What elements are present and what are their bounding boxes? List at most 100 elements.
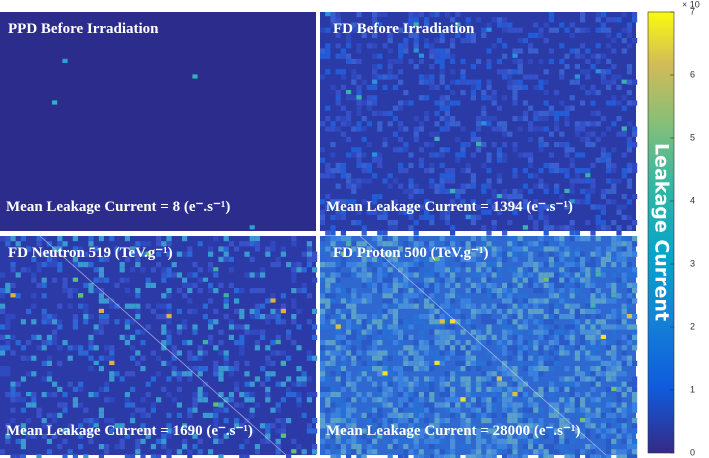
pixel — [564, 53, 570, 59]
pixel — [346, 288, 352, 294]
pixel — [569, 438, 575, 444]
pixel — [275, 438, 281, 444]
pixel — [93, 392, 99, 398]
pixel — [361, 397, 367, 403]
pixel — [130, 412, 136, 418]
pixel — [491, 17, 497, 23]
pixel — [320, 277, 326, 283]
pixel — [398, 334, 404, 340]
panel-title: PPD Before Irradiation — [8, 21, 159, 37]
pixel — [491, 272, 497, 278]
pixel — [366, 433, 372, 439]
pixel — [197, 397, 203, 403]
pixel — [57, 412, 63, 418]
pixel — [403, 38, 409, 44]
pixel — [507, 449, 513, 455]
pixel — [346, 402, 352, 408]
pixel — [543, 38, 549, 44]
pixel — [476, 126, 482, 132]
pixel — [507, 74, 513, 80]
pixel — [543, 220, 549, 226]
pixel — [439, 438, 445, 444]
pixel — [455, 79, 461, 85]
pixel — [306, 241, 312, 247]
colorbar-tick-label: 3 — [690, 258, 695, 268]
pixel — [223, 303, 229, 309]
pixel — [124, 288, 130, 294]
pixel — [234, 423, 240, 429]
pixel — [595, 267, 601, 273]
pixel — [67, 423, 73, 429]
pixel — [439, 105, 445, 111]
pixel — [10, 397, 16, 403]
pixel — [291, 272, 297, 278]
pixel — [528, 267, 534, 273]
pixel — [41, 236, 47, 242]
pixel — [424, 392, 430, 398]
pixel — [512, 376, 518, 382]
pixel — [223, 298, 229, 304]
pixel — [104, 381, 110, 387]
streak — [39, 235, 287, 456]
pixel — [0, 303, 6, 309]
pixel — [465, 340, 471, 346]
pixel — [361, 168, 367, 174]
pixel — [88, 282, 94, 288]
pixel — [413, 246, 419, 252]
pixel — [595, 428, 601, 434]
pixel — [580, 324, 586, 330]
pixel — [439, 32, 445, 38]
pixel — [512, 449, 518, 455]
panel-caption: Mean Leakage Current = 8 (e⁻.s⁻¹) — [6, 199, 230, 215]
pixel — [413, 444, 419, 450]
pixel — [502, 188, 508, 194]
pixel — [496, 152, 502, 158]
pixel — [260, 329, 266, 335]
pixel — [280, 397, 286, 403]
pixel — [522, 355, 528, 361]
pixel — [522, 110, 528, 116]
pixel — [93, 418, 99, 424]
pixel — [398, 282, 404, 288]
hot-pixel — [621, 79, 627, 84]
pixel — [460, 152, 466, 158]
pixel — [372, 381, 378, 387]
pixel — [486, 314, 492, 320]
pixel — [119, 267, 125, 273]
pixel — [382, 360, 388, 366]
pixel — [626, 241, 632, 247]
pixel — [135, 438, 141, 444]
pixel — [377, 230, 383, 236]
pixel — [335, 392, 341, 398]
pixel — [548, 48, 554, 54]
pixel — [585, 48, 591, 54]
pixel — [632, 12, 638, 18]
pixel — [325, 204, 331, 210]
pixel — [507, 298, 513, 304]
pixel — [413, 126, 419, 132]
pixel — [382, 423, 388, 429]
pixel — [476, 262, 482, 268]
pixel — [444, 214, 450, 220]
pixel — [444, 319, 450, 325]
pixel — [611, 355, 617, 361]
pixel — [439, 48, 445, 54]
pixel — [10, 350, 16, 356]
pixel — [611, 345, 617, 351]
pixel — [270, 423, 276, 429]
pixel — [351, 303, 357, 309]
pixel — [83, 262, 89, 268]
pixel — [559, 282, 565, 288]
pixel — [512, 27, 518, 33]
pixel — [291, 267, 297, 273]
pixel — [182, 293, 188, 299]
pixel — [590, 371, 596, 377]
pixel — [286, 329, 292, 335]
pixel — [491, 319, 497, 325]
pixel — [31, 402, 37, 408]
pixel — [387, 324, 393, 330]
pixel — [611, 334, 617, 340]
pixel — [88, 428, 94, 434]
pixel — [606, 225, 612, 231]
pixel — [554, 293, 560, 299]
